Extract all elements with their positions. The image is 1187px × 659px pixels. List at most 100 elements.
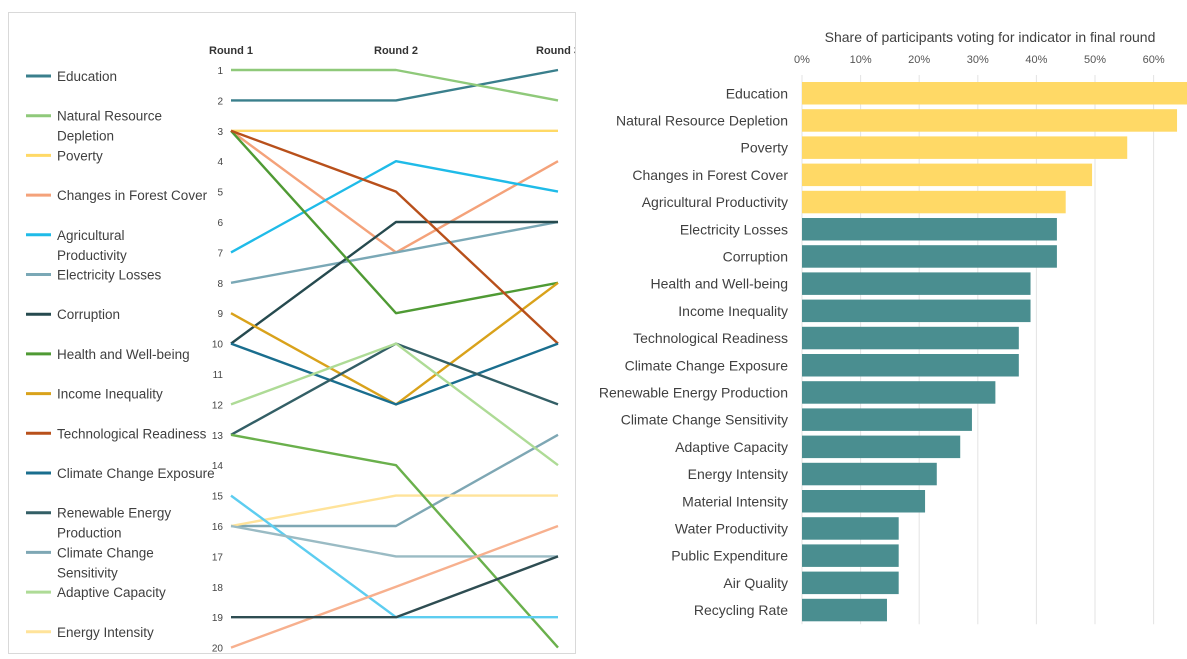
- legend-label: Electricity Losses: [57, 268, 162, 283]
- category-label: Natural Resource Depletion: [616, 112, 788, 128]
- rank-tick-label: 1: [217, 66, 223, 77]
- bar: [802, 82, 1187, 105]
- bar: [802, 517, 899, 540]
- legend-label-line: Renewable Energy: [57, 506, 171, 521]
- rank-tick-label: 7: [217, 248, 223, 259]
- rank-tick-label: 11: [213, 370, 224, 381]
- x-tick-label: 50%: [1084, 54, 1106, 66]
- category-label: Income Inequality: [678, 303, 788, 319]
- bar: [802, 326, 1019, 350]
- category-label: Air Quality: [723, 575, 788, 591]
- rank-tick-label: 4: [217, 157, 223, 168]
- rank-tick-label: 2: [217, 96, 223, 107]
- category-label: Public Expenditure: [671, 548, 788, 564]
- bar: [802, 299, 1031, 323]
- bar: [802, 490, 926, 513]
- vote-share-bar-chart: Share of participants voting for indicat…: [590, 20, 1187, 654]
- round-label: Round 3: [536, 45, 575, 57]
- bar: [802, 245, 1057, 268]
- bar: [802, 272, 1031, 295]
- legend-label: Adaptive Capacity: [57, 585, 166, 600]
- legend-label: Energy Intensity: [57, 625, 154, 640]
- rank-tick-label: 18: [212, 583, 224, 594]
- category-label: Water Productivity: [675, 520, 788, 536]
- series-line: [231, 68, 559, 102]
- rank-tick-label: 14: [212, 461, 224, 472]
- bar: [802, 190, 1066, 214]
- x-tick-label: 10%: [850, 54, 872, 66]
- series-line: [230, 342, 559, 436]
- rank-tick-label: 17: [212, 552, 224, 563]
- category-label: Agricultural Productivity: [642, 194, 788, 210]
- legend-label-line: Natural Resource: [57, 109, 162, 124]
- bar: [802, 109, 1178, 132]
- bar: [802, 435, 961, 459]
- legend-label: Poverty: [57, 148, 103, 163]
- legend-label: Climate Change Sensitivity: [57, 545, 154, 580]
- x-tick-label: 40%: [1025, 54, 1047, 66]
- rank-tick-label: 3: [217, 127, 223, 138]
- round-label: Round 1: [209, 45, 253, 57]
- category-label: Poverty: [741, 140, 788, 156]
- x-tick-label: 30%: [967, 54, 989, 66]
- rank-tick-label: 6: [217, 218, 223, 229]
- bar: [802, 408, 972, 431]
- legend-label-line: Productivity: [57, 248, 127, 263]
- legend-label-line: Climate Change: [57, 545, 154, 560]
- series-line: [230, 342, 559, 467]
- series-line: [230, 159, 559, 254]
- rank-tick-label: 9: [217, 309, 223, 320]
- bar: [802, 218, 1057, 241]
- series-line: [230, 494, 558, 528]
- bar: [802, 544, 899, 567]
- legend-label-line: Agricultural: [57, 228, 125, 243]
- legend-label: Technological Readiness: [57, 426, 207, 441]
- category-label: Technological Readiness: [633, 330, 788, 346]
- legend-label: Health and Well-being: [57, 347, 190, 362]
- category-label: Changes in Forest Cover: [632, 167, 788, 183]
- bar: [802, 163, 1093, 187]
- rank-tick-label: 15: [212, 492, 224, 503]
- category-label: Health and Well-being: [651, 276, 789, 292]
- rank-tick-label: 8: [217, 279, 223, 290]
- legend-label: Changes in Forest Cover: [57, 188, 208, 203]
- category-label: Electricity Losses: [680, 221, 788, 237]
- category-label: Corruption: [723, 248, 788, 264]
- x-tick-label: 60%: [1143, 54, 1165, 66]
- category-label: Material Intensity: [682, 493, 788, 509]
- category-label: Energy Intensity: [688, 466, 788, 482]
- bar: [802, 381, 996, 404]
- legend-label: Renewable Energy Production: [57, 506, 171, 541]
- legend-label: Agricultural Productivity: [57, 228, 127, 263]
- category-label: Climate Change Sensitivity: [621, 412, 788, 428]
- x-tick-label: 20%: [908, 54, 930, 66]
- series-line: [230, 220, 559, 284]
- category-label: Recycling Rate: [694, 602, 788, 618]
- series-line: [231, 433, 559, 528]
- x-tick-label: 0%: [794, 54, 810, 66]
- bar: [802, 598, 887, 622]
- legend-label-line: Production: [57, 526, 122, 541]
- rank-tick-label: 10: [212, 340, 224, 351]
- rank-tick-label: 13: [212, 431, 224, 442]
- category-label: Climate Change Exposure: [625, 357, 789, 373]
- legend-label: Climate Change Exposure: [57, 466, 215, 481]
- rank-tick-label: 12: [212, 400, 224, 411]
- rank-tick-label: 20: [212, 644, 224, 653]
- rank-tick-label: 5: [217, 188, 223, 199]
- series-line: [230, 129, 559, 345]
- category-label: Adaptive Capacity: [675, 439, 788, 455]
- series-line: [231, 555, 559, 619]
- bar: [802, 571, 899, 595]
- series-line: [230, 433, 559, 649]
- legend-label: Corruption: [57, 307, 120, 322]
- bar: [802, 136, 1128, 159]
- legend-label: Natural Resource Depletion: [57, 109, 162, 144]
- rank-tick-label: 19: [212, 613, 224, 624]
- legend-label: Education: [57, 69, 117, 84]
- legend-label: Income Inequality: [57, 387, 163, 402]
- rank-tick-label: 16: [212, 522, 224, 533]
- series-line: [230, 342, 559, 406]
